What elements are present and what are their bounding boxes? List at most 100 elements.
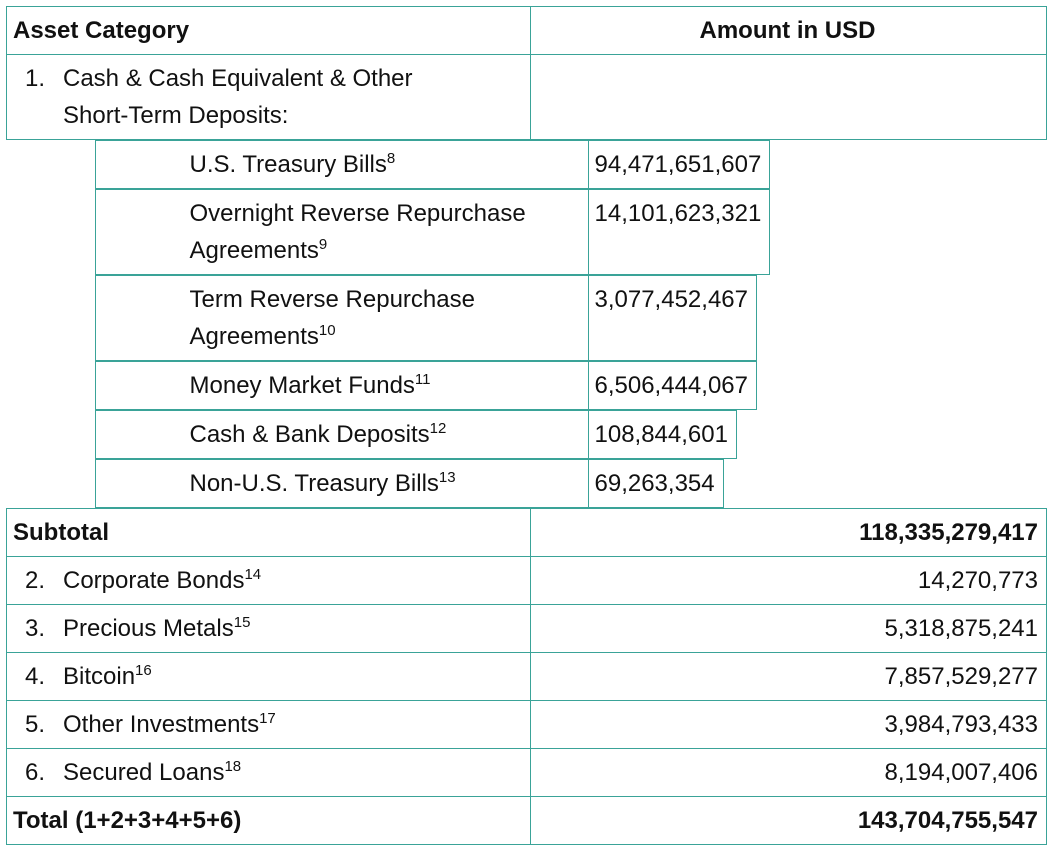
footnote-ref: 10 <box>318 322 336 339</box>
amount: 3,984,793,433 <box>884 711 1038 738</box>
category-cell: U.S. Treasury Bills8 <box>94 140 589 189</box>
category-label: Overnight Reverse Repurchase Agreements <box>189 200 526 264</box>
amount: 14,270,773 <box>917 567 1038 594</box>
item-number: 6. <box>25 759 46 786</box>
item-label-wrap: Other Investments17 <box>63 706 483 743</box>
sub-label-wrap: Non-U.S. Treasury Bills13 <box>102 465 580 502</box>
table-row: 2. Corporate Bonds14 14,270,773 <box>6 556 1047 605</box>
amount: 8,194,007,406 <box>884 759 1038 786</box>
table-row: Non-U.S. Treasury Bills13 69,263,354 <box>7 459 724 508</box>
amount-cell: 8,194,007,406 <box>530 748 1047 797</box>
category-cell: Overnight Reverse Repurchase Agreements9 <box>94 189 589 275</box>
table-row: 6. Secured Loans18 8,194,007,406 <box>6 748 1047 797</box>
amount: 7,857,529,277 <box>884 663 1038 690</box>
category-label: U.S. Treasury Bills <box>189 151 387 178</box>
item-number: 3. <box>25 615 46 642</box>
amount-cell <box>530 54 1047 140</box>
table-row: 4. Bitcoin16 7,857,529,277 <box>6 652 1047 701</box>
amount-cell: 118,335,279,417 <box>530 508 1047 557</box>
sub-label-wrap: Money Market Funds11 <box>102 367 580 404</box>
table-row: Total (1+2+3+4+5+6) 143,704,755,547 <box>6 796 1047 845</box>
amount: 3,077,452,467 <box>594 286 748 313</box>
category-cell: 3. Precious Metals15 <box>6 604 531 653</box>
category-cell: 5. Other Investments17 <box>6 700 531 749</box>
amount: 6,506,444,067 <box>594 372 748 399</box>
category-label: Corporate Bonds <box>63 567 245 594</box>
amount: 69,263,354 <box>594 470 715 497</box>
category-label: Secured Loans <box>63 759 225 786</box>
amount: 14,101,623,321 <box>594 200 762 227</box>
item-label-wrap: Precious Metals15 <box>63 610 483 647</box>
table-row: 5. Other Investments17 3,984,793,433 <box>6 700 1047 749</box>
footnote-ref: 15 <box>233 614 251 631</box>
table-body: 1. Cash & Cash Equivalent & Other Short-T… <box>6 54 1047 845</box>
category-label: Cash & Bank Deposits <box>189 421 430 448</box>
category-label: Cash & Cash Equivalent & Other Short-Ter… <box>63 65 413 129</box>
sub-label-wrap: Overnight Reverse Repurchase Agreements9 <box>102 195 580 269</box>
amount-cell: 143,704,755,547 <box>530 796 1047 845</box>
footnote-ref: 14 <box>244 566 262 583</box>
amount: 94,471,651,607 <box>594 151 762 178</box>
amount-cell: 3,077,452,467 <box>587 275 757 361</box>
item-number: 1. <box>25 65 46 92</box>
category-label: Money Market Funds <box>189 372 415 399</box>
footnote-ref: 13 <box>438 469 456 486</box>
category-label: Other Investments <box>63 711 260 738</box>
category-cell: Non-U.S. Treasury Bills13 <box>94 459 589 508</box>
category-cell: 4. Bitcoin16 <box>6 652 531 701</box>
amount-cell: 6,506,444,067 <box>587 361 757 410</box>
amount: 108,844,601 <box>594 421 728 448</box>
table-row: 1. Cash & Cash Equivalent & Other Short-T… <box>6 54 1047 140</box>
category-label: Non-U.S. Treasury Bills <box>189 470 439 497</box>
table-row: Subtotal 118,335,279,417 <box>6 508 1047 557</box>
category-label: Term Reverse Repurchase Agreements <box>189 286 475 350</box>
footnote-ref: 18 <box>224 758 242 775</box>
amount: 5,318,875,241 <box>884 615 1038 642</box>
category-label: Bitcoin <box>63 663 136 690</box>
category-cell: 6. Secured Loans18 <box>6 748 531 797</box>
item-label-wrap: Bitcoin16 <box>63 658 483 695</box>
footnote-ref: 16 <box>135 662 152 679</box>
header-row: Asset Category Amount in USD <box>6 6 1047 55</box>
item-label-wrap: Cash & Cash Equivalent & Other Short-Ter… <box>63 60 483 134</box>
table-row: Cash & Bank Deposits12 108,844,601 <box>7 410 737 459</box>
amount-cell: 94,471,651,607 <box>587 140 771 189</box>
category-cell: Term Reverse Repurchase Agreements10 <box>94 275 589 361</box>
table-row: 3. Precious Metals15 5,318,875,241 <box>6 604 1047 653</box>
table-row: Term Reverse Repurchase Agreements10 3,07… <box>7 275 757 361</box>
amount-cell: 7,857,529,277 <box>530 652 1047 701</box>
amount-cell: 14,101,623,321 <box>587 189 771 275</box>
amount: 118,335,279,417 <box>859 519 1038 546</box>
footnote-ref: 17 <box>259 710 276 727</box>
footnote-ref: 11 <box>414 371 431 388</box>
category-cell: Cash & Bank Deposits12 <box>94 410 589 459</box>
item-number: 5. <box>25 711 46 738</box>
sub-label-wrap: Cash & Bank Deposits12 <box>102 416 580 453</box>
table-row: Overnight Reverse Repurchase Agreements9… <box>7 189 771 275</box>
footnote-ref: 12 <box>429 420 447 437</box>
category-label: Subtotal <box>13 519 109 546</box>
category-cell: 2. Corporate Bonds14 <box>6 556 531 605</box>
item-number: 4. <box>25 663 46 690</box>
category-cell: Total (1+2+3+4+5+6) <box>6 796 531 845</box>
asset-table: Asset Category Amount in USD 1. Cash & Ca… <box>6 6 1047 845</box>
category-cell: Money Market Funds11 <box>94 361 589 410</box>
amount-cell: 5,318,875,241 <box>530 604 1047 653</box>
amount-cell: 69,263,354 <box>587 459 724 508</box>
footnote-ref: 8 <box>386 150 396 167</box>
table-row: U.S. Treasury Bills8 94,471,651,607 <box>7 140 771 189</box>
header-cell: Amount in USD <box>530 6 1047 55</box>
sub-label-wrap: Term Reverse Repurchase Agreements10 <box>102 281 580 355</box>
category-cell: 1. Cash & Cash Equivalent & Other Short-T… <box>6 54 531 140</box>
header-cell: Asset Category <box>6 6 531 55</box>
sub-label-wrap: U.S. Treasury Bills8 <box>102 146 580 183</box>
amount-cell: 108,844,601 <box>587 410 737 459</box>
amount-cell: 3,984,793,433 <box>530 700 1047 749</box>
item-label-wrap: Corporate Bonds14 <box>63 562 483 599</box>
item-number: 2. <box>25 567 46 594</box>
table-row: Money Market Funds11 6,506,444,067 <box>7 361 757 410</box>
category-label: Precious Metals <box>63 615 234 642</box>
item-label-wrap: Secured Loans18 <box>63 754 483 791</box>
category-cell: Subtotal <box>6 508 531 557</box>
